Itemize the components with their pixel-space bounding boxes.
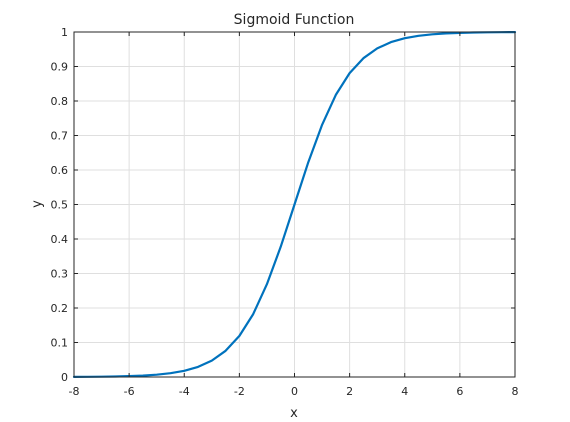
y-tick-label: 0.1 (51, 337, 69, 350)
x-tick-label: -6 (124, 385, 135, 398)
y-tick-label: 0.6 (51, 164, 69, 177)
y-tick-label: 0 (61, 371, 68, 384)
x-tick-label: -8 (69, 385, 80, 398)
x-tick-label: 6 (456, 385, 463, 398)
x-axis-label: x (290, 406, 298, 421)
x-tick-label: -4 (179, 385, 190, 398)
y-tick-label: 0.3 (51, 268, 69, 281)
chart-title: Sigmoid Function (234, 12, 355, 28)
y-axis: 0 0.1 0.2 0.3 0.4 0.5 0.6 0.7 0.8 0.9 1 (51, 26, 515, 384)
x-tick-label: 2 (346, 385, 353, 398)
x-axis: -8 -6 -4 -2 0 2 4 6 8 (69, 32, 519, 398)
y-tick-label: 0.7 (51, 130, 69, 143)
x-tick-label: 4 (401, 385, 408, 398)
y-tick-label: 1 (61, 26, 68, 39)
x-tick-label: 8 (512, 385, 519, 398)
y-tick-label: 0.8 (51, 95, 69, 108)
series-layer (72, 30, 517, 378)
grid (73, 31, 516, 378)
y-tick-label: 0.9 (51, 61, 69, 74)
sigmoid-line (72, 30, 517, 378)
y-axis-label: y (30, 200, 45, 208)
y-tick-label: 0.5 (51, 199, 69, 212)
x-tick-label: -2 (234, 385, 245, 398)
y-tick-label: 0.4 (51, 233, 69, 246)
x-tick-label: 0 (291, 385, 298, 398)
y-tick-label: 0.2 (51, 302, 69, 315)
